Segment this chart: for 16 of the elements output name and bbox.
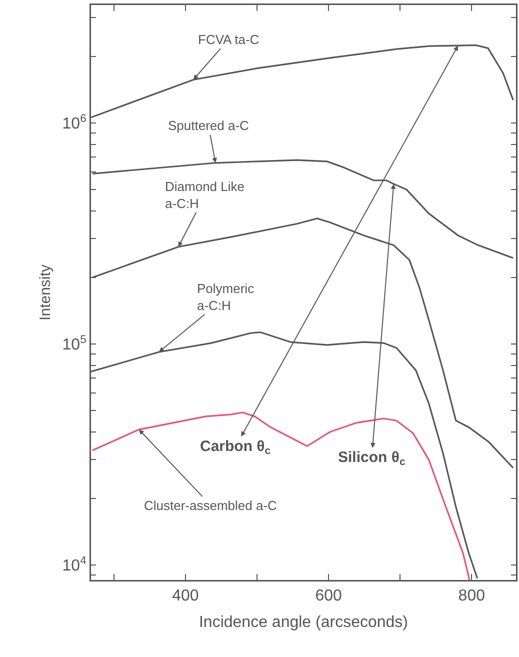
x-tick-label: 400 [172,588,199,605]
annotation: FCVA ta-C [198,32,260,47]
y-tick-label: 10$^{6}$ [62,112,86,133]
x-tick-label: 600 [315,588,342,605]
line-series [92,412,470,580]
y-tick-label: 10$^{5}$ [62,334,86,354]
annotation: Carbon θ$_{c}$ [200,438,271,458]
y-tick-label: 10$^{4}$ [62,554,86,575]
annotation: Silicon θ$_{c}$ [338,449,406,468]
annotation: Sputtered a-C [168,118,249,133]
annotation: Polymeric a-C:H [197,281,255,313]
annotation: Diamond Like a-C:H [165,179,244,211]
annotation: Cluster-assembled a-C [144,498,277,513]
y-axis-title: Intensity [36,264,54,320]
x-tick-label: 800 [458,588,486,605]
x-axis-title: Incidence angle (arcseconds) [198,614,408,632]
